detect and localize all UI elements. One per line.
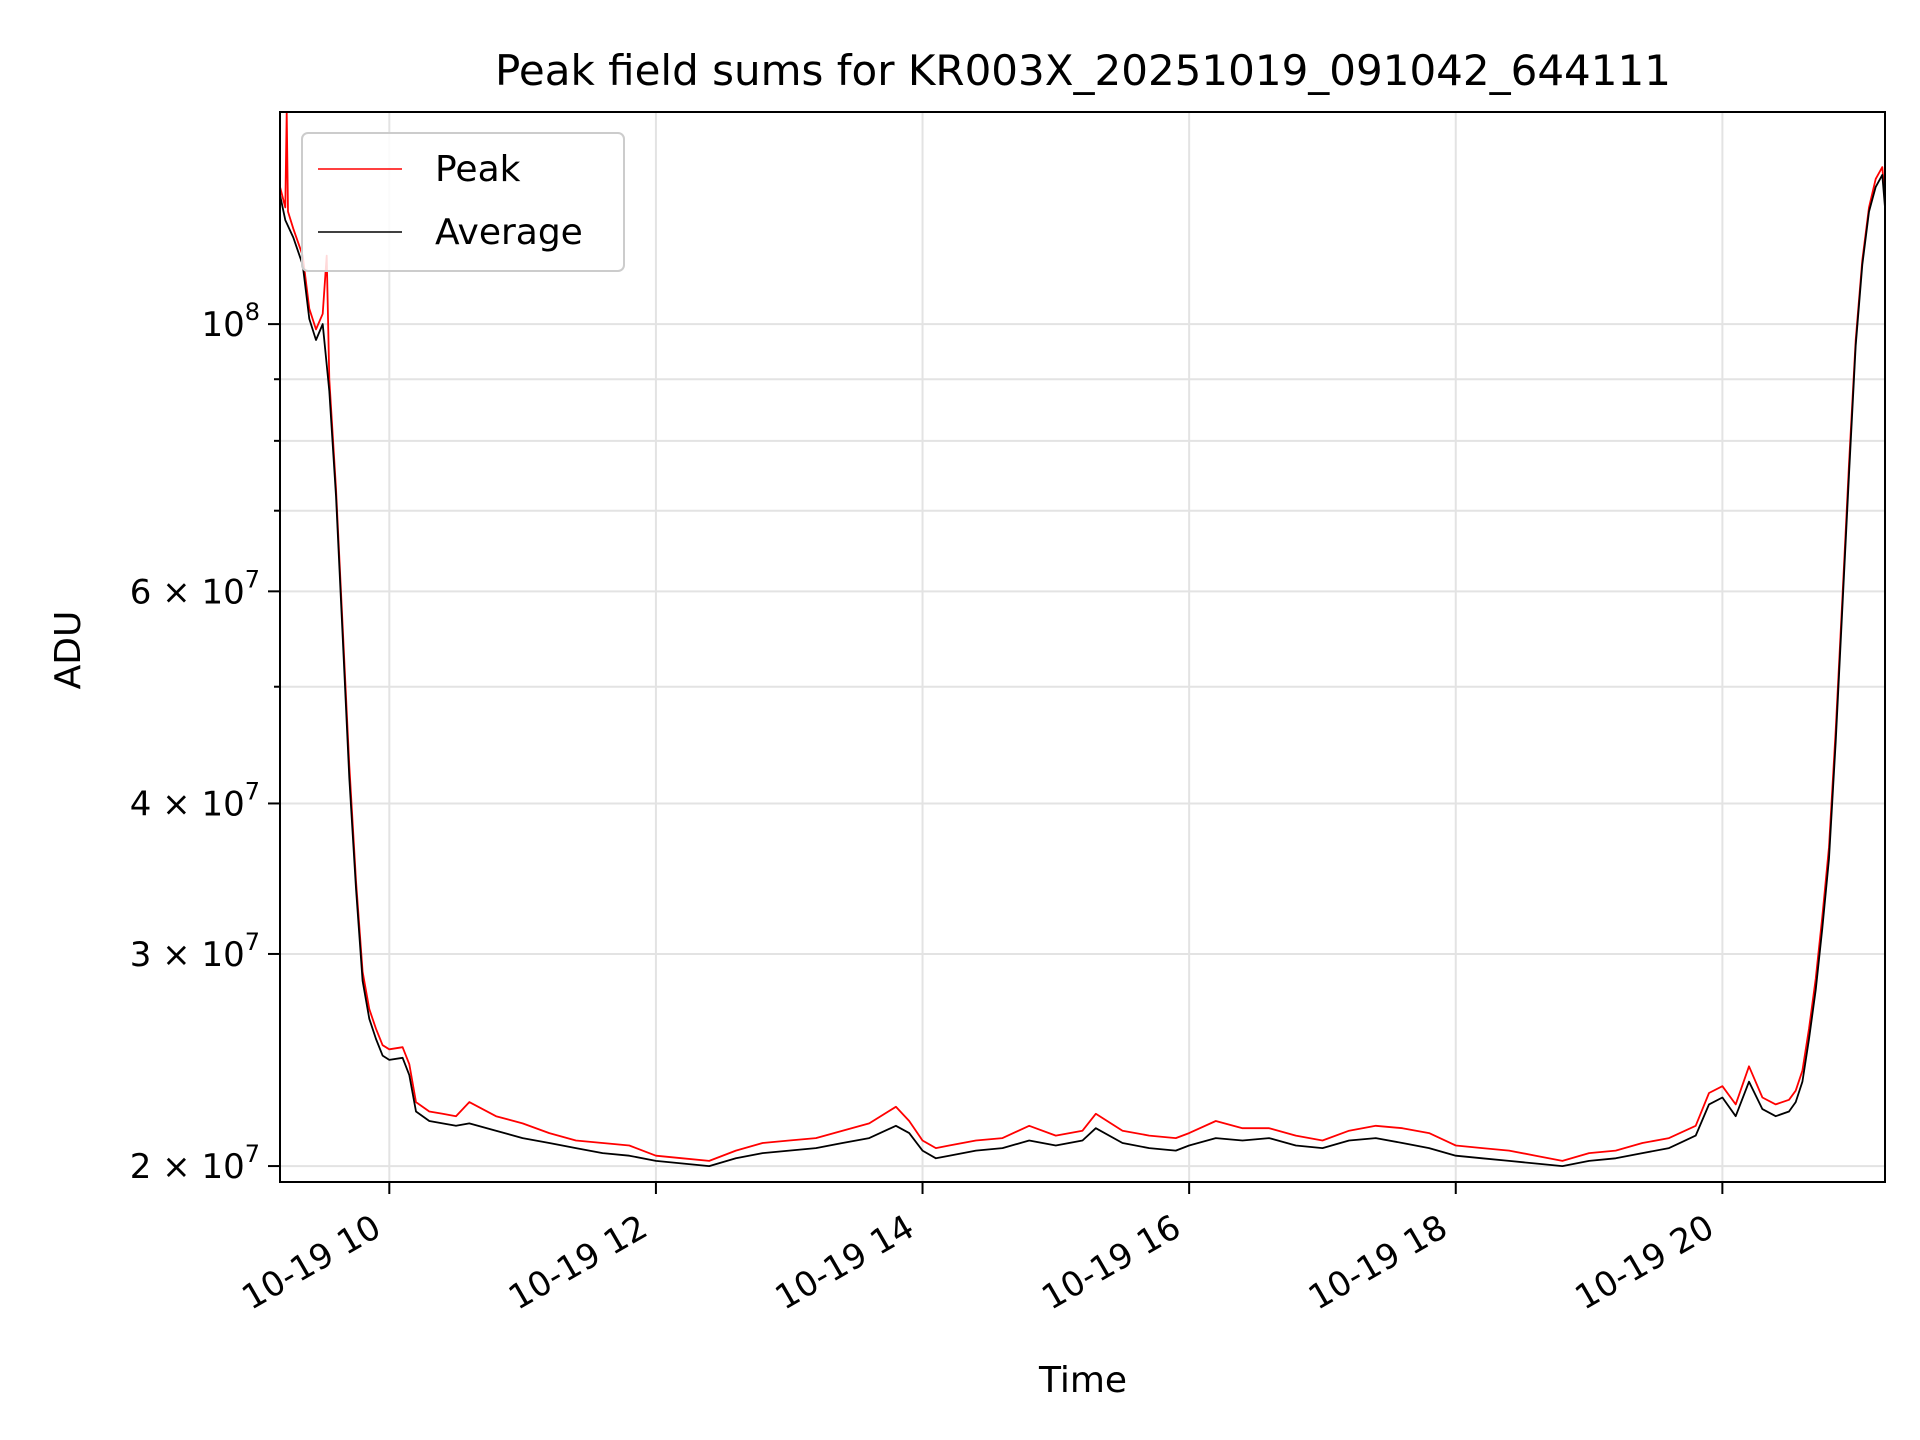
y-tick-exponent: 8 [245,298,260,326]
y-tick-exponent: 7 [245,777,260,805]
y-tick-exponent: 7 [245,928,260,956]
legend-label-average: Average [435,212,583,253]
y-tick-base: 10 [201,572,244,612]
y-tick-mantissa: 4 × [130,784,202,824]
grid [280,112,1885,1182]
y-tick-mantissa: 6 × [130,572,202,612]
y-tick-label: 3 × 107 [130,928,260,975]
x-axis-label: Time [1038,1360,1127,1401]
y-tick-exponent: 7 [245,565,260,593]
series [279,111,1886,1167]
y-tick-base: 10 [201,784,244,824]
y-axis-label: ADU [48,611,89,690]
y-tick-base: 10 [201,1147,244,1187]
series-line-peak [279,111,1886,1162]
legend: Peak Average [301,132,625,272]
chart-title: Peak field sums for KR003X_20251019_0910… [495,46,1671,95]
y-tick-label: 2 × 107 [130,1140,260,1187]
series-line-average [279,174,1886,1167]
y-tick-label: 108 [201,298,260,345]
plot-frame [279,111,1886,1183]
y-tick-mantissa: 3 × [130,935,202,975]
y-tick-base: 10 [201,305,244,345]
y-tick-mantissa: 2 × [130,1147,202,1187]
y-tick-label: 4 × 107 [130,777,260,824]
y-tick-exponent: 7 [245,1140,260,1168]
y-tick-label: 6 × 107 [130,565,260,612]
legend-box [301,132,625,272]
y-tick-base: 10 [201,935,244,975]
legend-label-peak: Peak [435,149,521,190]
